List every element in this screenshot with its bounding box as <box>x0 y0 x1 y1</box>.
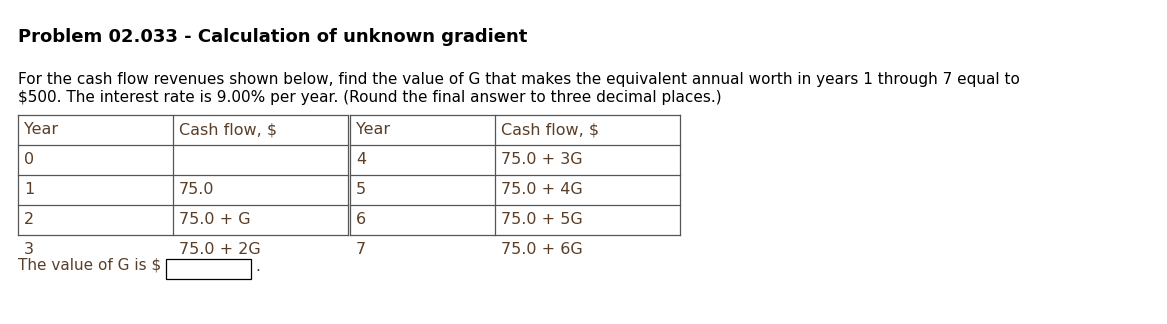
Text: 75.0 + 6G: 75.0 + 6G <box>501 242 582 258</box>
Text: 75.0 + 5G: 75.0 + 5G <box>501 213 582 227</box>
Text: The value of G is $: The value of G is $ <box>18 257 161 272</box>
Text: 75.0 + 3G: 75.0 + 3G <box>501 153 582 168</box>
Text: 75.0 + G: 75.0 + G <box>179 213 251 227</box>
Text: 75.0 + 2G: 75.0 + 2G <box>179 242 260 258</box>
Text: $500. The interest rate is 9.00% per year. (Round the final answer to three deci: $500. The interest rate is 9.00% per yea… <box>18 90 721 105</box>
Text: Year: Year <box>25 122 58 137</box>
Text: 3: 3 <box>25 242 34 258</box>
Text: Year: Year <box>356 122 390 137</box>
Text: Cash flow, $: Cash flow, $ <box>179 122 277 137</box>
Text: 6: 6 <box>356 213 366 227</box>
Text: .: . <box>256 259 260 274</box>
Text: 1: 1 <box>25 182 34 198</box>
Text: Cash flow, $: Cash flow, $ <box>501 122 599 137</box>
Text: 7: 7 <box>356 242 366 258</box>
Bar <box>166 259 251 279</box>
Text: 75.0 + 4G: 75.0 + 4G <box>501 182 582 198</box>
Text: 0: 0 <box>25 153 34 168</box>
Text: For the cash flow revenues shown below, find the value of G that makes the equiv: For the cash flow revenues shown below, … <box>18 72 1020 87</box>
Text: 75.0: 75.0 <box>179 182 215 198</box>
Text: Problem 02.033 - Calculation of unknown gradient: Problem 02.033 - Calculation of unknown … <box>18 28 527 46</box>
Text: 4: 4 <box>356 153 366 168</box>
Text: 5: 5 <box>356 182 366 198</box>
Text: 2: 2 <box>25 213 34 227</box>
